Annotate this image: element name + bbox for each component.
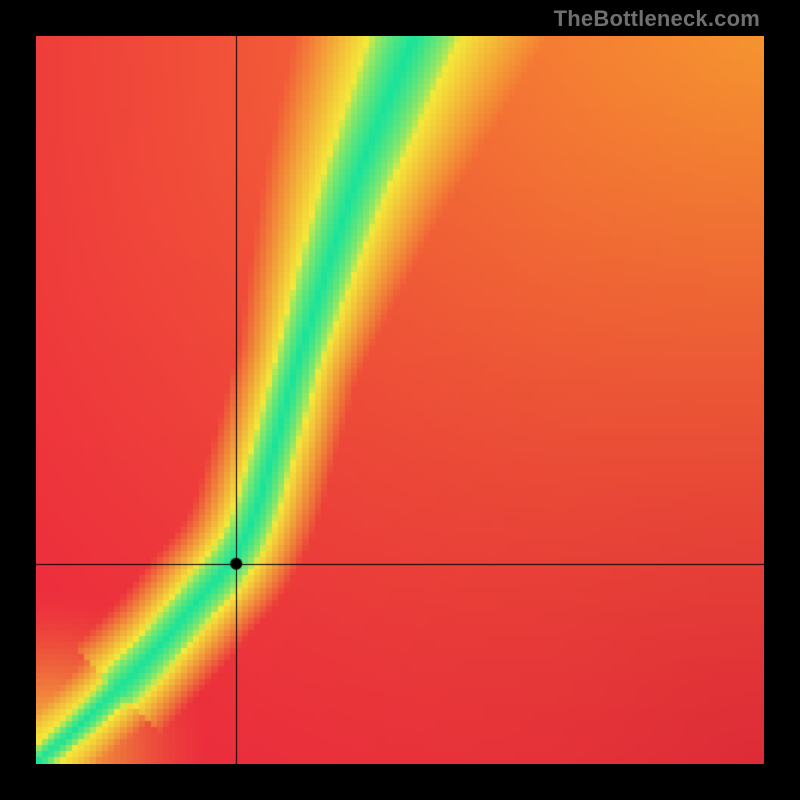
watermark-text: TheBottleneck.com — [554, 6, 760, 32]
heatmap-canvas — [36, 36, 764, 764]
stage: TheBottleneck.com — [0, 0, 800, 800]
